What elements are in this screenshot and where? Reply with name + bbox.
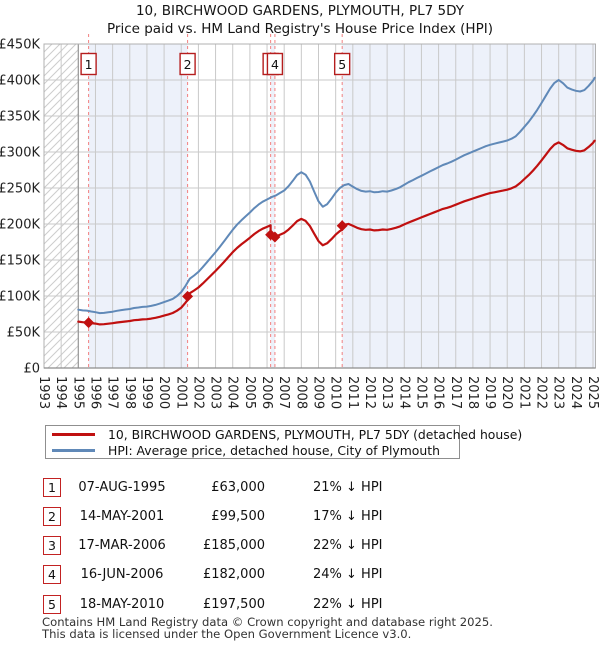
sale-number-box-label: 4 <box>271 57 279 72</box>
x-axis-tick-label: 2016 <box>431 376 446 409</box>
sale-table-row: 4 16-JUN-2006 £182,000 24% ↓ HPI <box>0 565 600 585</box>
x-axis-tick-label: 1995 <box>70 376 85 409</box>
sale-number-box <box>80 52 97 76</box>
page-subtitle: Price paid vs. HM Land Registry's House … <box>107 21 493 37</box>
sale-date: 18-MAY-2010 <box>79 596 165 612</box>
sale-price: £99,500 <box>211 508 265 524</box>
x-axis-tick-label: 2003 <box>208 376 223 409</box>
legend-item-property: 10, BIRCHWOOD GARDENS, PLYMOUTH, PL7 5DY… <box>46 426 522 442</box>
hpi-line-label: HPI: Average price, detached house, City… <box>108 442 440 458</box>
x-axis-tick-label: 2009 <box>311 376 326 409</box>
sale-table-row: 5 18-MAY-2010 £197,500 22% ↓ HPI <box>0 594 600 615</box>
sale-date: 17-MAR-2006 <box>78 538 166 554</box>
sale-number-box-label: 1 <box>85 57 93 72</box>
x-axis-tick-label: 2014 <box>396 376 411 409</box>
legend-item-hpi: HPI: Average price, detached house, City… <box>46 442 459 458</box>
sale-price: £185,000 <box>202 538 265 554</box>
x-axis-tick-label: 2021 <box>516 376 531 409</box>
x-axis-tick-label: 1997 <box>105 376 120 409</box>
x-axis-tick-label: 2005 <box>242 376 257 409</box>
x-axis-tick-label: 2015 <box>413 376 428 409</box>
x-axis-tick-label: 2013 <box>379 376 394 409</box>
sale-vs-hpi: 24% ↓ HPI <box>313 567 383 583</box>
sale-number-box <box>179 52 196 76</box>
price-history-chart: 12345£0£50K£100K£150K£200K£250K£300K£350… <box>0 34 600 409</box>
sale-table-row: 1 07-AUG-1995 £63,000 21% ↓ HPI <box>0 477 600 498</box>
sale-point <box>83 317 95 329</box>
sale-date: 14-MAY-2001 <box>79 508 165 524</box>
sale-price: £197,500 <box>202 596 265 612</box>
y-axis-tick-label: £400K <box>0 74 40 89</box>
y-axis-tick-label: £50K <box>7 326 41 341</box>
sale-vs-hpi: 22% ↓ HPI <box>313 596 383 612</box>
license-line-1: Contains HM Land Registry data © Crown c… <box>42 615 493 629</box>
x-axis-tick-label: 2022 <box>534 376 549 409</box>
price-paid-line <box>77 139 596 326</box>
license-line-2: This data is licensed under the Open Gov… <box>42 626 412 641</box>
x-axis-tick-label: 2025 <box>585 376 600 409</box>
x-axis-tick-label: 2002 <box>190 376 205 409</box>
chart-legend: 10, BIRCHWOOD GARDENS, PLYMOUTH, PL7 5DY… <box>45 425 522 459</box>
ownership-band <box>270 44 275 368</box>
x-axis-tick-label: 1993 <box>36 376 51 409</box>
sale-number-box-label: 2 <box>184 57 192 72</box>
x-axis-tick-label: 2001 <box>173 376 188 409</box>
x-axis-tick-label: 2007 <box>276 376 291 409</box>
sale-number-badge: 4 <box>43 565 61 585</box>
sale-table-row: 3 17-MAR-2006 £185,000 22% ↓ HPI <box>0 536 600 556</box>
x-axis-tick-label: 2011 <box>345 376 360 409</box>
property-line-label: 10, BIRCHWOOD GARDENS, PLYMOUTH, PL7 5DY… <box>108 426 523 442</box>
sale-number-badge: 1 <box>43 477 61 497</box>
sale-table-row: 2 14-MAY-2001 £99,500 17% ↓ HPI <box>0 506 600 527</box>
y-axis-tick-label: £0 <box>23 362 40 377</box>
sale-number-badge: 2 <box>43 506 61 526</box>
sale-vs-hpi: 21% ↓ HPI <box>313 479 383 495</box>
license-note: Contains HM Land Registry data © Crown c… <box>42 615 493 641</box>
y-axis-tick-label: £100K <box>0 290 40 305</box>
x-axis-tick-label: 1999 <box>139 376 154 409</box>
sale-vs-hpi: 17% ↓ HPI <box>313 508 383 524</box>
y-axis-tick-label: £150K <box>0 254 40 269</box>
sale-number-box <box>266 52 284 76</box>
gridlines <box>43 43 596 369</box>
sale-point <box>269 231 281 243</box>
y-axis-tick-label: £300K <box>0 146 40 161</box>
x-axis-tick-label: 2017 <box>448 376 463 409</box>
y-axis-tick-label: £250K <box>0 182 40 197</box>
x-axis-tick-label: 1996 <box>87 376 102 409</box>
sale-date: 07-AUG-1995 <box>78 479 166 495</box>
sale-date: 16-JUN-2006 <box>80 567 164 583</box>
sale-price: £182,000 <box>202 567 265 583</box>
x-axis-tick-label: 2000 <box>156 376 171 409</box>
x-axis-tick-label: 2020 <box>499 376 514 409</box>
x-axis-tick-label: 2006 <box>259 376 274 409</box>
x-axis-tick-label: 1994 <box>53 376 68 409</box>
sale-point <box>336 220 348 232</box>
sale-number-box-label: 5 <box>338 57 346 72</box>
x-axis-tick-label: 2010 <box>328 376 343 409</box>
x-axis-tick-label: 2019 <box>482 376 497 409</box>
ownership-band <box>342 44 596 368</box>
sale-number-box <box>333 52 351 76</box>
x-axis-tick-label: 1998 <box>122 376 137 409</box>
sale-vs-hpi: 22% ↓ HPI <box>313 538 383 554</box>
sale-number-badge: 5 <box>43 594 61 614</box>
hpi-line <box>77 76 596 315</box>
y-axis-tick-label: £450K <box>0 38 40 53</box>
y-axis-tick-label: £200K <box>0 218 40 233</box>
x-axis-tick-label: 2023 <box>551 376 566 409</box>
sale-price: £63,000 <box>211 479 265 495</box>
page-title: 10, BIRCHWOOD GARDENS, PLYMOUTH, PL7 5DY <box>135 3 465 19</box>
hpi-line-swatch <box>52 448 95 452</box>
x-axis-tick-label: 2018 <box>465 376 480 409</box>
y-axis-tick-label: £350K <box>0 110 40 125</box>
sale-number-badge: 3 <box>43 536 61 556</box>
sale-point <box>182 290 194 302</box>
x-axis-tick-label: 2012 <box>362 376 377 409</box>
x-axis-tick-label: 2008 <box>293 376 308 409</box>
x-axis-tick-label: 2004 <box>225 376 240 409</box>
x-axis-tick-label: 2024 <box>568 376 583 409</box>
property-line-swatch <box>52 432 95 436</box>
